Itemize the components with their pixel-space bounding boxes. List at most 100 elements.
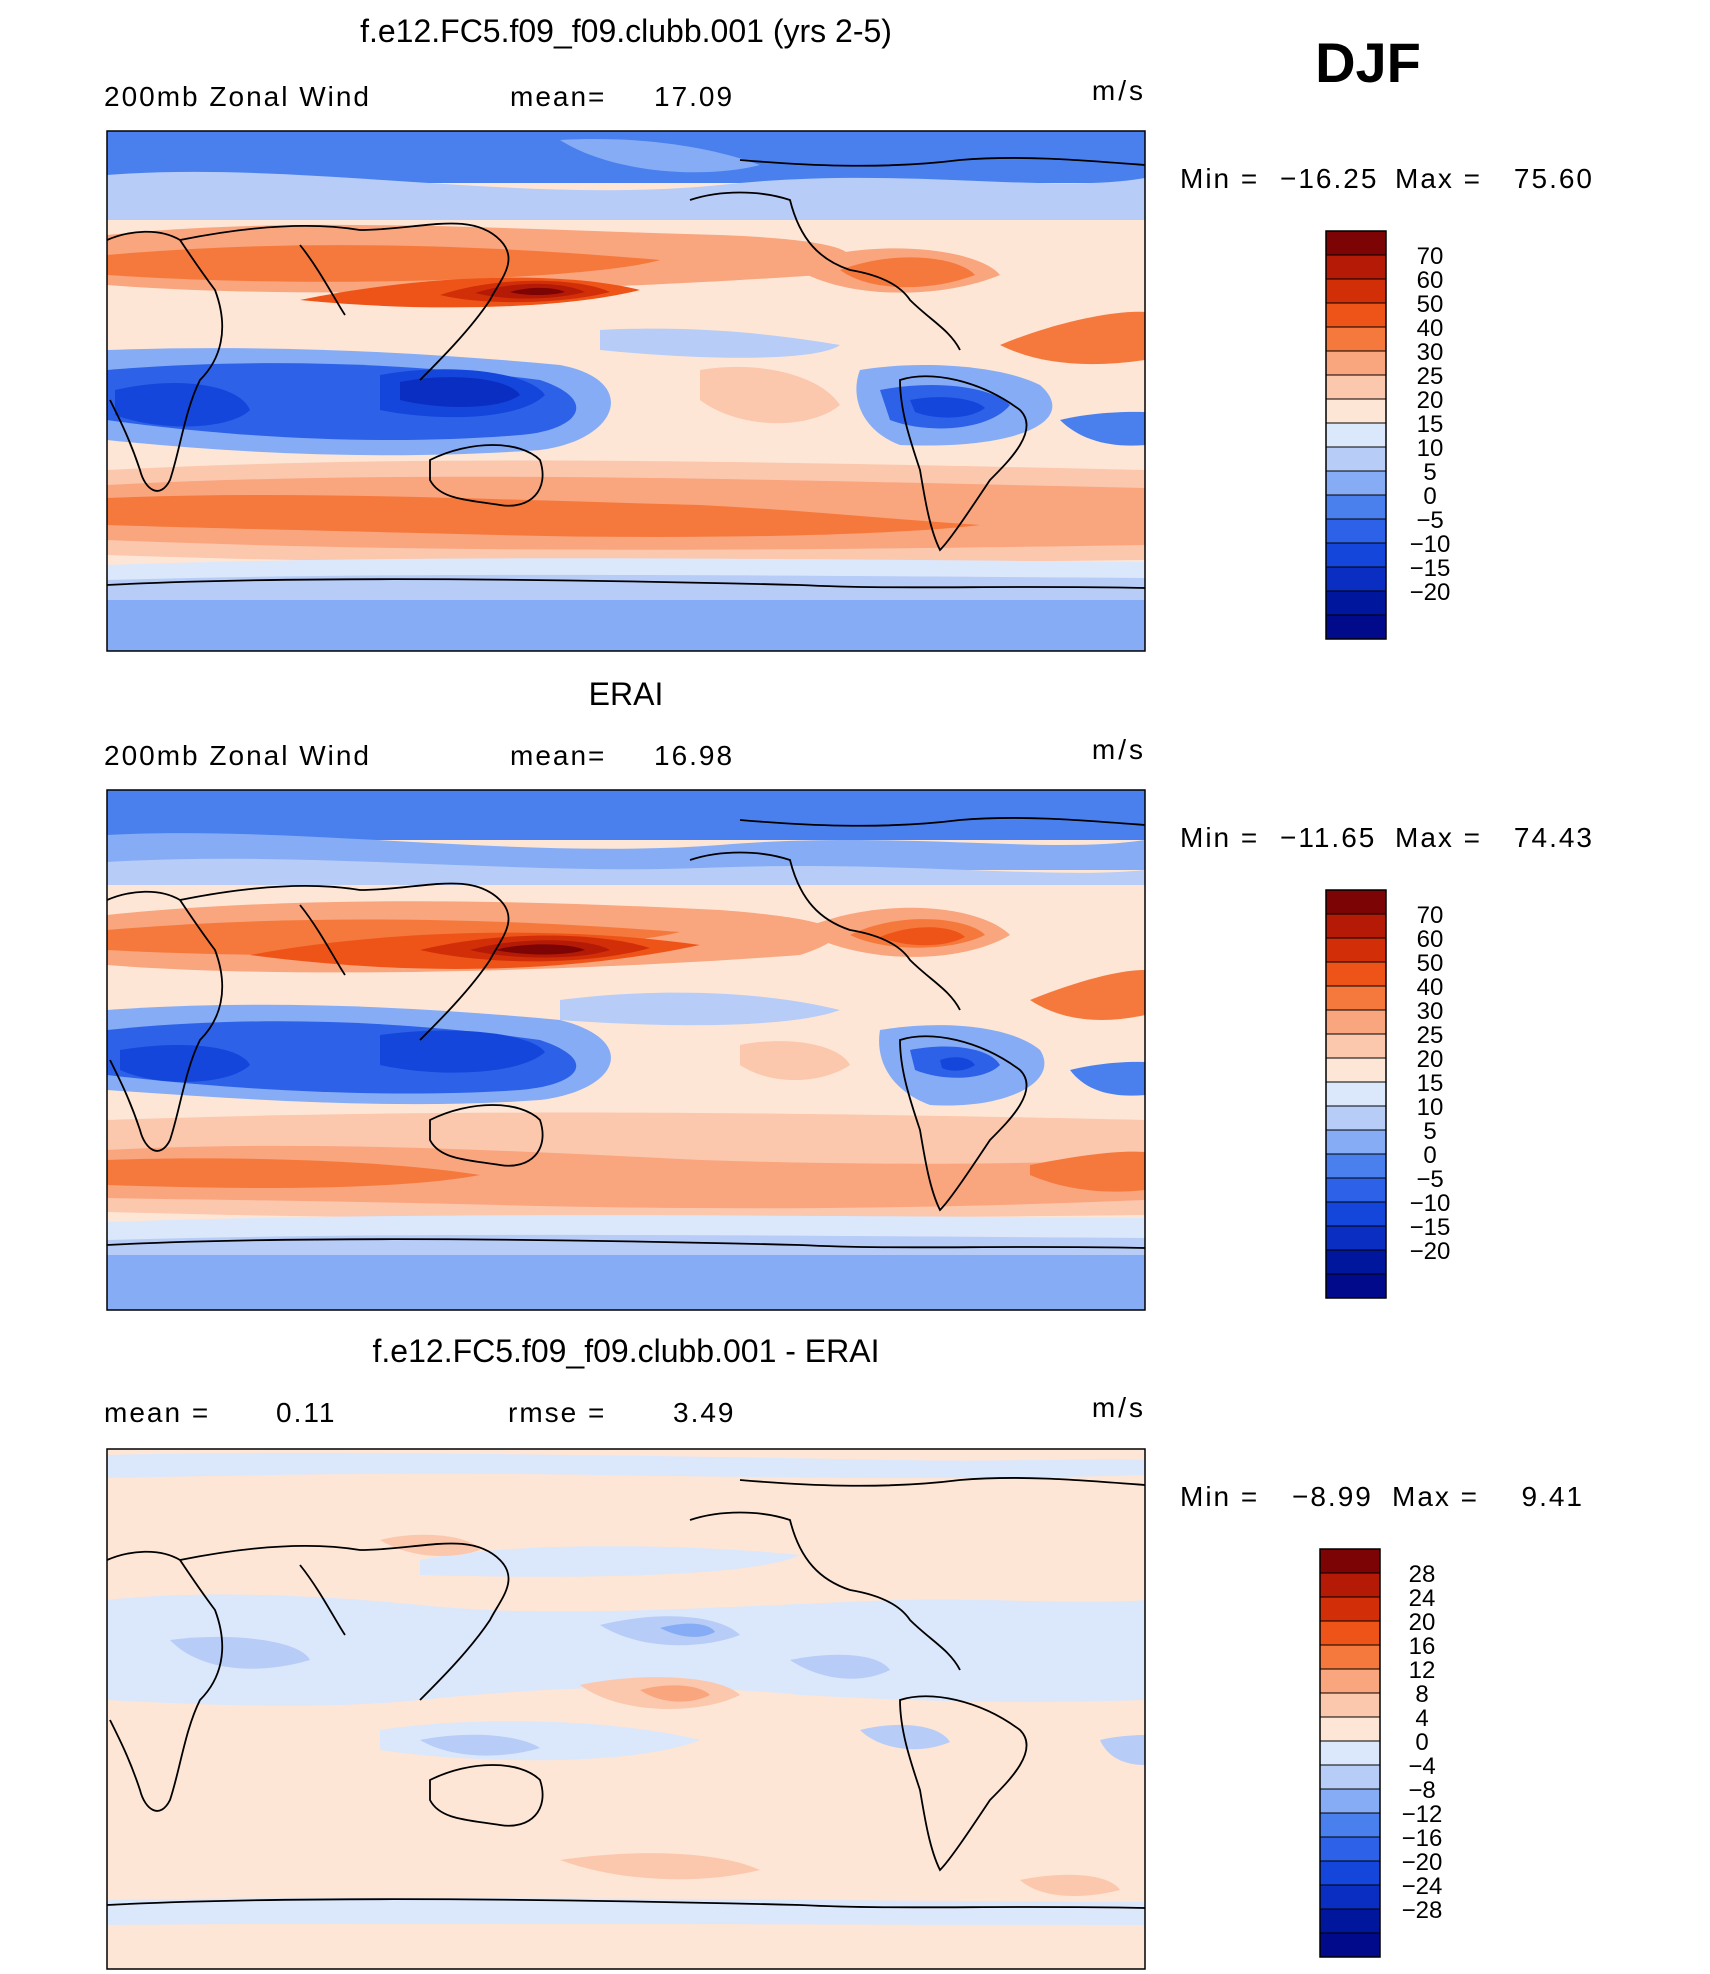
colorbar-swatch <box>1325 1105 1387 1131</box>
colorbar-swatch <box>1325 566 1387 592</box>
colorbar-swatch <box>1325 470 1387 496</box>
colorbar-tick-label: −10 <box>1410 1190 1451 1217</box>
colorbar-swatch <box>1325 398 1387 424</box>
max-value: 9.41 <box>1522 1481 1585 1512</box>
coastlines <box>107 157 1145 589</box>
colorbar-swatch <box>1325 1225 1387 1251</box>
colorbar-tick-label: 20 <box>1417 387 1444 414</box>
contour-band <box>380 1030 545 1073</box>
units-label: m/s <box>1092 734 1146 765</box>
min-label: Min = <box>1180 1481 1259 1512</box>
contour-band <box>560 139 760 173</box>
colorbar-swatch <box>1325 1009 1387 1035</box>
mean-label: mean= <box>510 81 606 112</box>
panel-model: f.e12.FC5.f09_f09.clubb.001 (yrs 2-5) 20… <box>104 13 1594 652</box>
colorbar-tick-label: −28 <box>1402 1897 1443 1924</box>
map-frame <box>106 1448 1146 1970</box>
contour-band <box>170 1636 310 1669</box>
colorbar-swatch <box>1319 1548 1381 1574</box>
colorbar-swatch <box>1319 1860 1381 1886</box>
panel-title: f.e12.FC5.f09_f09.clubb.001 (yrs 2-5) <box>360 13 892 49</box>
colorbar-swatch <box>1319 1620 1381 1646</box>
colorbar-swatch <box>1319 1596 1381 1622</box>
colorbar-swatch <box>1319 1644 1381 1670</box>
contour-band <box>1070 1061 1145 1096</box>
contour-band <box>107 1897 1145 1925</box>
colorbar-tick-label: 12 <box>1409 1657 1436 1684</box>
colorbar-tick-label: 40 <box>1417 315 1444 342</box>
colorbar-tick-label: 28 <box>1409 1561 1436 1588</box>
colorbar-tick-label: 30 <box>1417 339 1444 366</box>
colorbar-swatch <box>1325 889 1387 915</box>
colorbar-swatch <box>1325 254 1387 280</box>
mean-value: 16.98 <box>654 740 734 771</box>
colorbar-swatch <box>1325 326 1387 352</box>
colorbar-swatch <box>1325 1177 1387 1203</box>
colorbar-swatch <box>1319 1692 1381 1718</box>
contour-band <box>700 366 840 424</box>
contour-band <box>1060 411 1145 446</box>
colorbar-swatch <box>1319 1668 1381 1694</box>
colorbar-swatch <box>1325 542 1387 568</box>
colorbar-tick-label: 70 <box>1417 243 1444 270</box>
colorbar-tick-label: 15 <box>1417 411 1444 438</box>
contour-band <box>107 574 1145 605</box>
min-label: Min = <box>1180 163 1259 194</box>
map-frame <box>106 789 1146 1311</box>
colorbar-tick-label: 5 <box>1423 459 1436 486</box>
contour-field <box>107 1452 1145 1925</box>
colorbar-swatch <box>1325 913 1387 939</box>
max-value: 75.60 <box>1514 163 1594 194</box>
colorbar-swatch <box>1319 1884 1381 1910</box>
contour-band <box>107 600 1145 651</box>
contour-band <box>940 1057 975 1071</box>
contour-band <box>107 171 1145 220</box>
min-label: Min = <box>1180 822 1259 853</box>
contour-band <box>740 1041 850 1080</box>
colorbar-tick-label: −5 <box>1416 507 1443 534</box>
contour-band <box>600 328 840 358</box>
colorbar-tick-label: 0 <box>1415 1729 1428 1756</box>
colorbar-swatch <box>1325 1057 1387 1083</box>
contour-band <box>420 1546 800 1577</box>
colorbar-tick-label: −15 <box>1410 1214 1451 1241</box>
contour-band <box>107 1158 480 1188</box>
panel-title: ERAI <box>589 676 664 712</box>
colorbar-swatch <box>1325 1273 1387 1299</box>
colorbar-frame <box>1325 230 1387 640</box>
colorbar-tick-label: −20 <box>1410 579 1451 606</box>
colorbar-tick-label: −10 <box>1410 531 1451 558</box>
colorbar-tick-label: 0 <box>1423 483 1436 510</box>
contour-band <box>1030 1151 1145 1192</box>
colorbar-tick-label: 24 <box>1409 1585 1436 1612</box>
colorbar-swatch <box>1319 1836 1381 1862</box>
colorbar-swatch <box>1319 1932 1381 1958</box>
colorbar-swatch <box>1325 961 1387 987</box>
colorbar-tick-label: −15 <box>1410 555 1451 582</box>
map-frame <box>106 130 1146 652</box>
contour-band <box>880 927 965 946</box>
panel-difference: f.e12.FC5.f09_f09.clubb.001 - ERAI mean … <box>104 1333 1585 1970</box>
colorbar-tick-label: 10 <box>1417 1094 1444 1121</box>
colorbar-swatch <box>1325 985 1387 1011</box>
max-label: Max = <box>1395 822 1482 853</box>
colorbar-tick-label: 25 <box>1417 363 1444 390</box>
colorbar-swatch <box>1325 1249 1387 1275</box>
max-label: Max = <box>1392 1481 1479 1512</box>
colorbar-swatch <box>1325 590 1387 616</box>
colorbar-swatch <box>1325 350 1387 376</box>
contour-band <box>1030 970 1145 1020</box>
contour-band <box>560 1853 760 1880</box>
variable-label: 200mb Zonal Wind <box>104 740 371 771</box>
colorbar-tick-label: 70 <box>1417 902 1444 929</box>
contour-band <box>107 790 1145 840</box>
max-value: 74.43 <box>1514 822 1594 853</box>
mean-value: 0.11 <box>276 1397 336 1428</box>
colorbar-tick-label: 15 <box>1417 1070 1444 1097</box>
colorbar-tick-label: 60 <box>1417 926 1444 953</box>
colorbar-tick-label: −8 <box>1408 1777 1435 1804</box>
